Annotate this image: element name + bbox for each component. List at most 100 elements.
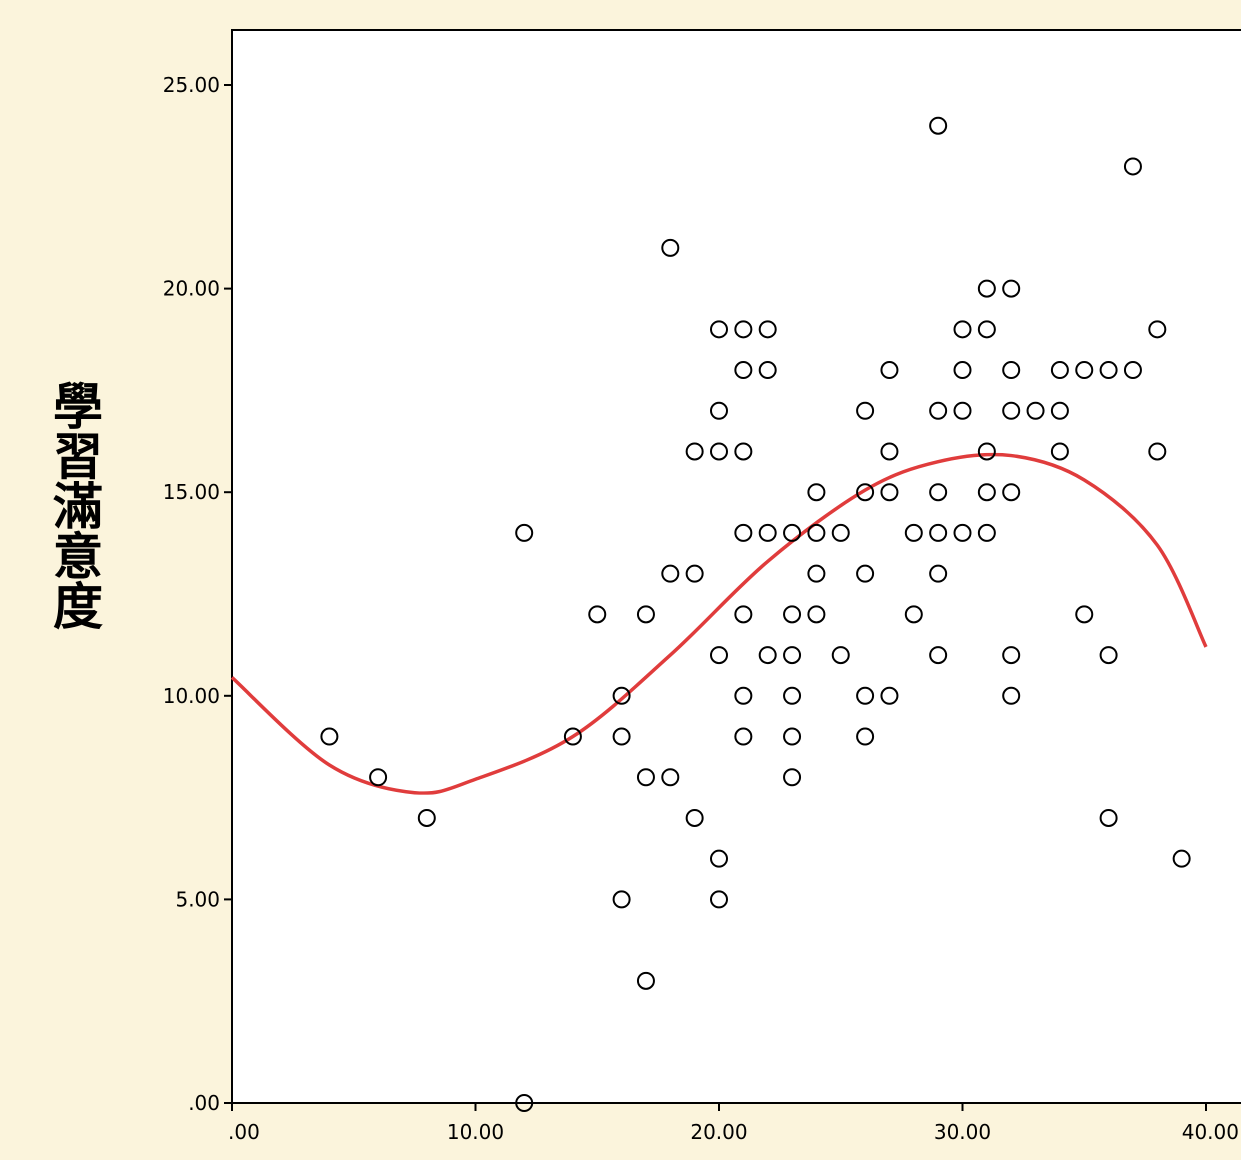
data-point	[904, 605, 923, 624]
data-point	[1002, 483, 1021, 502]
data-point	[783, 727, 802, 746]
data-point	[734, 605, 753, 624]
data-point	[685, 442, 704, 461]
data-point	[734, 320, 753, 339]
data-point	[1123, 361, 1142, 380]
data-point	[1099, 361, 1118, 380]
data-point	[710, 442, 728, 461]
data-point	[661, 564, 680, 583]
data-point	[612, 686, 631, 705]
data-point	[929, 483, 948, 502]
data-point	[953, 361, 972, 380]
data-point	[515, 1094, 534, 1112]
y-tick-label: 10.00	[163, 684, 220, 708]
y-tick-label: .00	[188, 1091, 220, 1115]
data-point	[807, 564, 826, 583]
data-point	[734, 442, 753, 461]
data-point	[588, 605, 607, 624]
data-point	[417, 808, 436, 827]
data-point	[515, 523, 534, 542]
data-point	[1099, 646, 1118, 665]
data-point	[1026, 401, 1045, 420]
data-point	[320, 727, 339, 746]
data-point	[563, 727, 582, 746]
data-point	[734, 686, 753, 705]
data-point	[636, 768, 655, 787]
data-point	[1075, 361, 1094, 380]
x-axis: .00 10.00 20.00 30.00 40.00	[228, 1103, 1239, 1144]
data-point	[1002, 401, 1021, 420]
data-point	[1148, 442, 1167, 461]
data-point	[880, 686, 899, 705]
data-point	[904, 523, 923, 542]
y-tick-label: 5.00	[175, 887, 220, 911]
data-point	[758, 523, 777, 542]
data-point	[685, 564, 704, 583]
data-point	[1002, 279, 1021, 298]
data-point	[929, 523, 948, 542]
data-point	[783, 605, 802, 624]
data-point	[636, 605, 655, 624]
data-points	[320, 116, 1191, 1112]
data-point	[661, 238, 680, 257]
data-point	[856, 727, 875, 746]
x-tick-label: 30.00	[934, 1120, 991, 1144]
data-point	[661, 768, 680, 787]
plot-area	[231, 29, 1241, 1104]
data-point	[1002, 646, 1021, 665]
data-point	[977, 483, 996, 502]
data-point	[977, 442, 996, 461]
data-point	[977, 523, 996, 542]
data-point	[783, 686, 802, 705]
x-tick-label: 40.00	[1182, 1120, 1239, 1144]
data-point	[734, 523, 753, 542]
data-point	[1148, 320, 1167, 339]
data-point	[880, 442, 899, 461]
data-point	[783, 523, 802, 542]
data-point	[734, 727, 753, 746]
data-point	[710, 890, 728, 909]
data-point	[953, 523, 972, 542]
data-point	[734, 361, 753, 380]
data-point	[1050, 361, 1069, 380]
data-point	[953, 320, 972, 339]
data-point	[856, 564, 875, 583]
data-point	[977, 279, 996, 298]
data-point	[856, 483, 875, 502]
data-point	[783, 646, 802, 665]
data-point	[1002, 686, 1021, 705]
data-point	[880, 361, 899, 380]
data-point	[1050, 442, 1069, 461]
data-point	[929, 116, 948, 135]
data-point	[369, 768, 388, 787]
data-point	[612, 727, 631, 746]
data-point	[783, 768, 802, 787]
data-point	[636, 971, 655, 990]
data-point	[880, 483, 899, 502]
data-point	[807, 483, 826, 502]
fit-line	[232, 454, 1206, 793]
data-point	[929, 401, 948, 420]
data-point	[1075, 605, 1094, 624]
y-tick-label: 20.00	[163, 277, 220, 301]
data-point	[710, 849, 728, 868]
data-point	[953, 401, 972, 420]
data-point	[831, 646, 850, 665]
data-point	[856, 401, 875, 420]
x-tick-label: 10.00	[447, 1120, 504, 1144]
y-axis: .00 5.00 10.00 15.00 20.00 25.00	[163, 73, 232, 1115]
data-point	[710, 401, 728, 420]
data-point	[1099, 808, 1118, 827]
data-point	[710, 320, 728, 339]
data-point	[1123, 157, 1142, 176]
data-point	[758, 361, 777, 380]
data-point	[807, 605, 826, 624]
x-tick-label: .00	[228, 1120, 260, 1144]
data-point	[856, 686, 875, 705]
data-point	[977, 320, 996, 339]
data-point	[929, 564, 948, 583]
y-axis-label: 學習滿意度	[45, 380, 104, 630]
data-point	[1002, 361, 1021, 380]
data-point	[710, 646, 728, 665]
